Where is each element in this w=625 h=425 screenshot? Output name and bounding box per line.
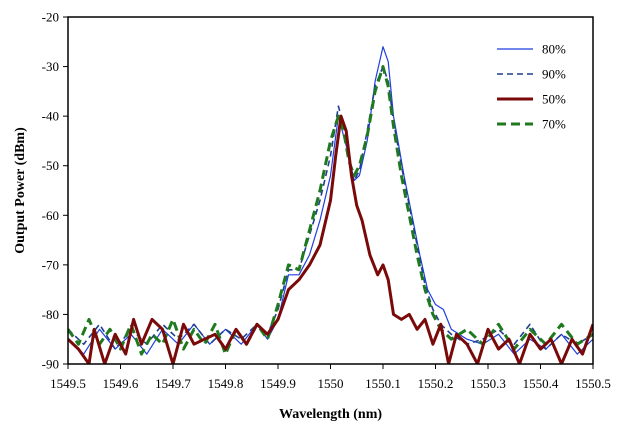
- x-axis-title: Wavelength (nm): [279, 407, 382, 422]
- y-tick-label: -90: [42, 357, 59, 372]
- x-tick-label: 1550.4: [523, 376, 559, 391]
- y-tick-label: -30: [42, 59, 59, 74]
- y-tick-label: -50: [42, 158, 59, 173]
- legend-label: 90%: [542, 67, 566, 82]
- y-axis: -20 -30 -40 -50 -60 -70 -80 -90: [42, 10, 68, 372]
- x-tick-label: 1550.1: [365, 376, 401, 391]
- x-tick-label: 1550: [318, 376, 344, 391]
- y-tick-label: -80: [42, 307, 59, 322]
- y-tick-label: -20: [42, 10, 59, 25]
- series-layer: [68, 46, 593, 364]
- x-tick-label: 1549.9: [260, 376, 296, 391]
- x-tick-label: 1550.2: [418, 376, 454, 391]
- y-tick-label: -70: [42, 257, 59, 272]
- x-tick-label: 1550.5: [575, 376, 611, 391]
- legend-label: 80%: [542, 42, 566, 57]
- x-tick-label: 1549.5: [50, 376, 86, 391]
- y-tick-label: -60: [42, 208, 59, 223]
- legend: 80% 90% 50% 70%: [497, 42, 566, 132]
- x-axis: 1549.5 1549.6 1549.7 1549.8 1549.9 1550 1550.1…: [50, 364, 611, 391]
- series-line-50pct: [68, 114, 593, 364]
- y-tick-label: -40: [42, 109, 59, 124]
- series-line-70pct: [68, 65, 593, 356]
- x-tick-label: 1549.7: [155, 376, 191, 391]
- series-line-80pct: [68, 46, 593, 355]
- legend-label: 50%: [542, 92, 566, 107]
- x-tick-label: 1549.8: [208, 376, 244, 391]
- x-tick-label: 1549.6: [103, 376, 139, 391]
- series-line-90pct: [68, 65, 593, 350]
- y-axis-title: Output Power (dBm): [13, 127, 28, 254]
- legend-label: 70%: [542, 117, 566, 132]
- x-tick-label: 1550.3: [470, 376, 506, 391]
